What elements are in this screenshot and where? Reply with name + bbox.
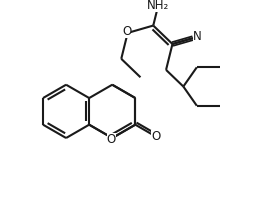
Text: O: O <box>151 130 160 143</box>
Text: O: O <box>107 133 116 146</box>
Text: O: O <box>122 25 131 38</box>
Text: NH₂: NH₂ <box>147 0 169 12</box>
Text: N: N <box>193 30 202 43</box>
